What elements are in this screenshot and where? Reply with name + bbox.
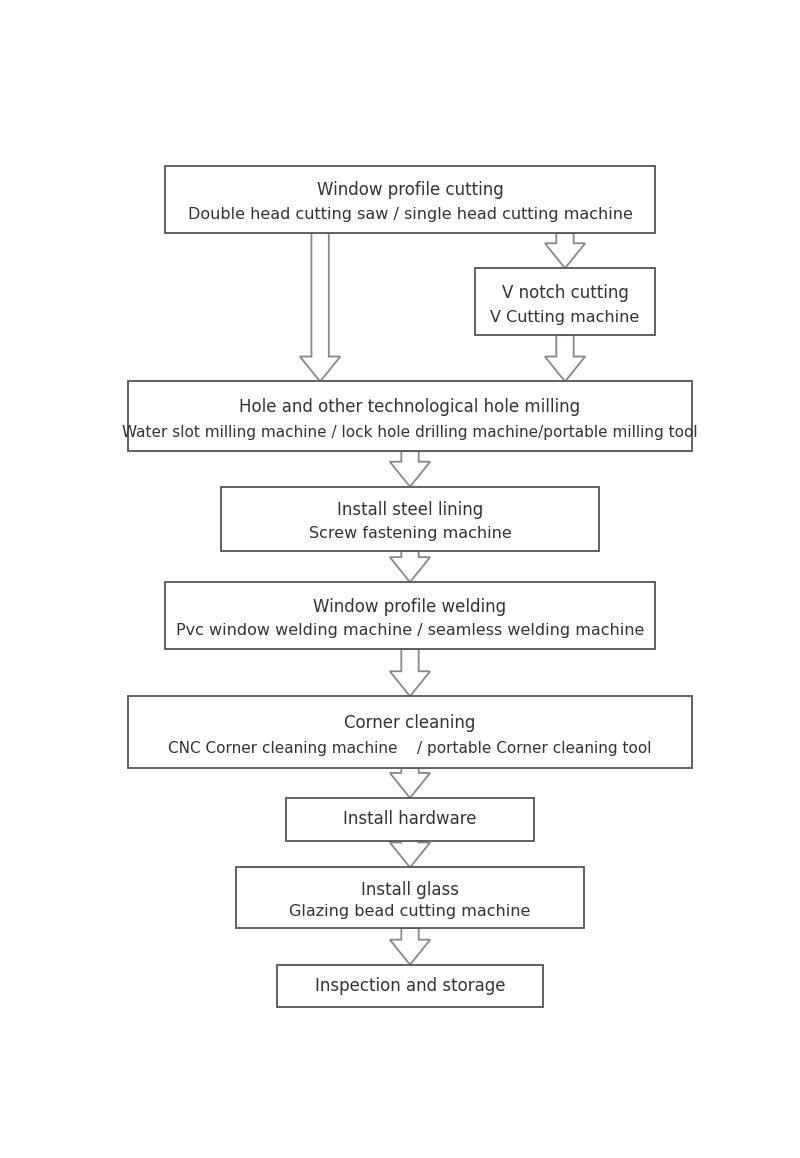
Bar [277,965,543,1007]
Bar [221,486,599,551]
Text: Hole and other technological hole milling: Hole and other technological hole millin… [239,398,581,416]
Text: Glazing bead cutting machine: Glazing bead cutting machine [290,904,530,919]
Bar [165,166,655,233]
Polygon shape [390,452,430,486]
Bar [128,381,692,452]
Text: Install hardware: Install hardware [343,811,477,828]
Bar [475,269,655,335]
Text: Inspection and storage: Inspection and storage [314,977,506,995]
Polygon shape [390,551,430,582]
Text: Double head cutting saw / single head cutting machine: Double head cutting saw / single head cu… [187,207,633,222]
Polygon shape [390,648,430,696]
Bar [237,867,584,928]
Text: Pvc window welding machine / seamless welding machine: Pvc window welding machine / seamless we… [176,623,644,638]
Text: Window profile welding: Window profile welding [314,598,506,616]
Polygon shape [390,928,430,965]
Bar [165,582,655,648]
Text: V Cutting machine: V Cutting machine [490,309,640,324]
Text: Corner cleaning: Corner cleaning [344,713,476,732]
Polygon shape [300,233,340,381]
Text: Window profile cutting: Window profile cutting [317,182,503,199]
Text: Install steel lining: Install steel lining [337,501,483,520]
Text: Screw fastening machine: Screw fastening machine [309,526,511,541]
Polygon shape [545,233,585,269]
Bar [128,696,692,768]
Text: CNC Corner cleaning machine    / portable Corner cleaning tool: CNC Corner cleaning machine / portable C… [168,741,652,756]
Text: Install glass: Install glass [361,881,459,899]
Polygon shape [390,841,430,867]
Polygon shape [390,768,430,798]
Polygon shape [545,335,585,381]
Text: V notch cutting: V notch cutting [502,284,629,302]
Text: Water slot milling machine / lock hole drilling machine/portable milling tool: Water slot milling machine / lock hole d… [122,425,698,440]
Bar [286,798,534,841]
